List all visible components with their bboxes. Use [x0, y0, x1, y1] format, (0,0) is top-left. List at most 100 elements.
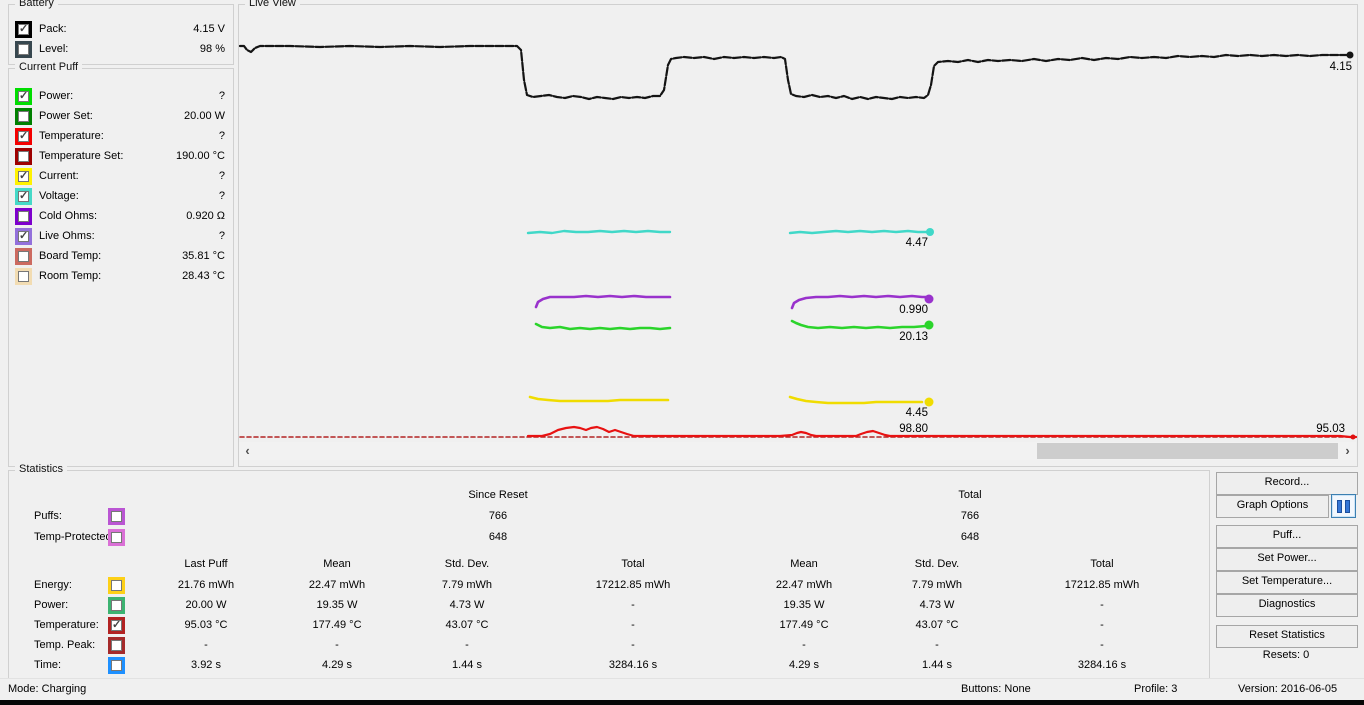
puff-value-current: ? — [218, 170, 225, 182]
checkbox-box — [18, 151, 29, 162]
puff-label-current: Current: — [39, 170, 79, 182]
puff-checkbox-live-ohms[interactable]: ✓ — [15, 228, 32, 245]
puff-value-temperature: ? — [218, 130, 225, 142]
puff-checkbox-temperature[interactable]: ✓ — [15, 128, 32, 145]
status-profile: Profile: 3 — [1134, 683, 1178, 695]
puff-checkbox-room-temp[interactable] — [15, 268, 32, 285]
set-temperature-button[interactable]: Set Temperature... — [1216, 571, 1358, 594]
stats-checkbox-puffs[interactable] — [108, 508, 125, 525]
chart-value-label: 95.03 — [1316, 423, 1345, 435]
battery-checkbox-pack[interactable]: ✓ — [15, 21, 32, 38]
pause-icon — [1345, 499, 1350, 513]
puff-checkbox-power[interactable]: ✓ — [15, 88, 32, 105]
stats-temp-peak-value-0: - — [204, 639, 208, 651]
stats-time-value-5: 1.44 s — [922, 659, 952, 671]
checkbox-box: ✓ — [18, 23, 29, 35]
chart-value-label: 98.80 — [899, 423, 928, 435]
puff-value-room-temp: 28.43 °C — [182, 270, 225, 282]
stats-checkbox-temp-peak[interactable] — [108, 637, 125, 654]
set-power-button[interactable]: Set Power... — [1216, 548, 1358, 571]
stats-temperature-value-1: 177.49 °C — [312, 619, 362, 631]
window-bottom-edge — [0, 700, 1364, 705]
puff-value-temperature-set: 190.00 °C — [175, 150, 225, 162]
puff-value-cold-ohms: 0.920 Ω — [186, 210, 225, 222]
puff-checkbox-cold-ohms[interactable] — [15, 208, 32, 225]
graph-options-button[interactable]: Graph Options — [1216, 495, 1329, 518]
status-bar: Mode: Charging Buttons: None Profile: 3 … — [0, 678, 1364, 701]
chart-value-label: 4.15 — [1330, 61, 1352, 73]
stats-temperature-value-2: 43.07 °C — [445, 619, 489, 631]
stats-column-header-mean-1: Mean — [323, 558, 351, 570]
series-voltage-1 — [526, 229, 672, 235]
checkbox-box — [18, 44, 29, 55]
checkbox-box: ✓ — [18, 170, 29, 182]
series-end-dot — [926, 228, 934, 236]
stats-temperature-value-6: - — [1100, 619, 1104, 631]
scroll-right-button[interactable]: › — [1345, 443, 1350, 458]
puff-value-board-temp: 35.81 °C — [182, 250, 225, 262]
stats-checkbox-temperature[interactable]: ✓ — [108, 617, 125, 634]
checkbox-box — [18, 111, 29, 122]
scroll-left-button[interactable]: ‹ — [245, 443, 250, 458]
checkbox-box: ✓ — [18, 130, 29, 142]
checkbox-box — [111, 660, 122, 671]
series-end-dot — [924, 294, 934, 304]
series-power-2 — [790, 319, 928, 330]
checkbox-box — [111, 640, 122, 651]
stats-power-value-0: 20.00 W — [185, 599, 227, 611]
stats-label-energy: Energy: — [34, 579, 72, 591]
checkbox-box — [18, 271, 29, 282]
stats-checkbox-time[interactable] — [108, 657, 125, 674]
reset-statistics-button[interactable]: Reset Statistics — [1216, 625, 1358, 648]
checkbox-box — [18, 251, 29, 262]
puff-checkbox-voltage[interactable]: ✓ — [15, 188, 32, 205]
checkbox-box: ✓ — [18, 90, 29, 102]
stats-time-value-1: 4.29 s — [322, 659, 352, 671]
puff-button[interactable]: Puff... — [1216, 525, 1358, 548]
series-current-1 — [528, 395, 670, 403]
stats-temp-protected-total: 648 — [960, 531, 980, 543]
stats-power-value-6: - — [1100, 599, 1104, 611]
puff-checkbox-power-set[interactable] — [15, 108, 32, 125]
stats-column-header-std-dev-5: Std. Dev. — [914, 558, 960, 570]
series-end-dot — [1346, 51, 1354, 59]
checkbox-box — [111, 600, 122, 611]
checkbox-box: ✓ — [111, 619, 122, 631]
diagnostics-button[interactable]: Diagnostics — [1216, 594, 1358, 617]
puff-label-temperature: Temperature: — [39, 130, 104, 142]
puff-label-power-set: Power Set: — [39, 110, 93, 122]
stats-checkbox-energy[interactable] — [108, 577, 125, 594]
puff-checkbox-temperature-set[interactable] — [15, 148, 32, 165]
series-live-ohms-2 — [790, 294, 929, 310]
stats-column-header-total-3: Total — [621, 558, 645, 570]
stats-time-value-3: 3284.16 s — [608, 659, 658, 671]
pause-graph-button[interactable] — [1331, 494, 1356, 518]
stats-power-value-2: 4.73 W — [449, 599, 485, 611]
puff-label-cold-ohms: Cold Ohms: — [39, 210, 98, 222]
stats-checkbox-temp-protected[interactable] — [108, 529, 125, 546]
stats-temp-peak-value-4: - — [802, 639, 806, 651]
stats-label-temperature: Temperature: — [34, 619, 99, 631]
checkbox-box: ✓ — [18, 190, 29, 202]
puff-checkbox-board-temp[interactable] — [15, 248, 32, 265]
chart-scrollbar[interactable]: ‹ › — [239, 442, 1356, 460]
statistics-panel-title: Statistics — [15, 463, 68, 475]
scroll-thumb[interactable] — [1037, 443, 1338, 459]
stats-column-header-mean-4: Mean — [790, 558, 818, 570]
current-puff-panel-title: Current Puff — [15, 61, 83, 73]
checkbox-box: ✓ — [18, 230, 29, 242]
record-button[interactable]: Record... — [1216, 472, 1358, 495]
puff-checkbox-current[interactable]: ✓ — [15, 168, 32, 185]
puff-value-power: ? — [218, 90, 225, 102]
checkbox-box — [18, 211, 29, 222]
stats-time-value-6: 3284.16 s — [1077, 659, 1127, 671]
series-end-dot — [924, 397, 934, 407]
stats-energy-value-4: 22.47 mWh — [775, 579, 833, 591]
stats-puffs-since-reset: 766 — [488, 510, 508, 522]
status-mode: Mode: Charging — [8, 683, 87, 695]
stats-time-value-2: 1.44 s — [452, 659, 482, 671]
battery-checkbox-level[interactable] — [15, 41, 32, 58]
puff-label-voltage: Voltage: — [39, 190, 79, 202]
statistics-table: Since Reset Total Puffs: 766 766 Temp-Protect… — [9, 471, 1209, 678]
stats-checkbox-power[interactable] — [108, 597, 125, 614]
